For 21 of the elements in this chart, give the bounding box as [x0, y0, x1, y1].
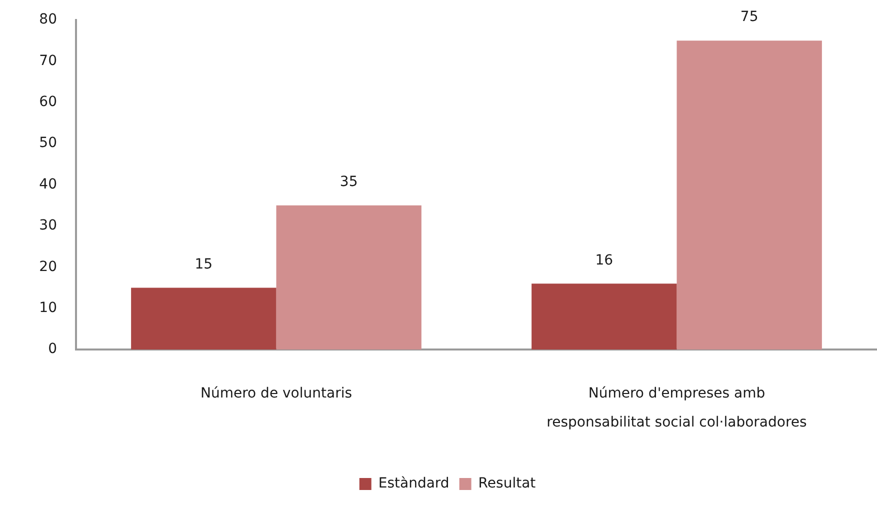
y-tick-label: 40	[39, 176, 57, 192]
data-label: 35	[340, 174, 358, 190]
data-label: 15	[194, 256, 213, 272]
legend-label: Estàndard	[378, 476, 450, 492]
y-tick-label: 60	[39, 94, 57, 110]
x-tick-label: Número de voluntaris	[200, 386, 352, 402]
bar	[131, 288, 276, 350]
data-label: 16	[595, 252, 614, 268]
y-tick-label: 0	[48, 341, 57, 358]
y-tick-label: 70	[39, 52, 57, 69]
y-tick-label: 50	[39, 135, 57, 152]
y-tick-label: 80	[39, 12, 57, 28]
bar	[276, 205, 422, 350]
y-tick-label: 10	[39, 300, 57, 316]
y-tick-label: 20	[39, 258, 57, 275]
y-tick-label: 30	[39, 218, 57, 234]
bar	[532, 284, 677, 350]
x-tick-label: Número d'empreses amb responsabilitat social col·laboradores	[546, 386, 807, 430]
bar	[676, 40, 822, 350]
data-label: 75	[740, 9, 758, 26]
legend-label: Resultat	[478, 476, 536, 492]
